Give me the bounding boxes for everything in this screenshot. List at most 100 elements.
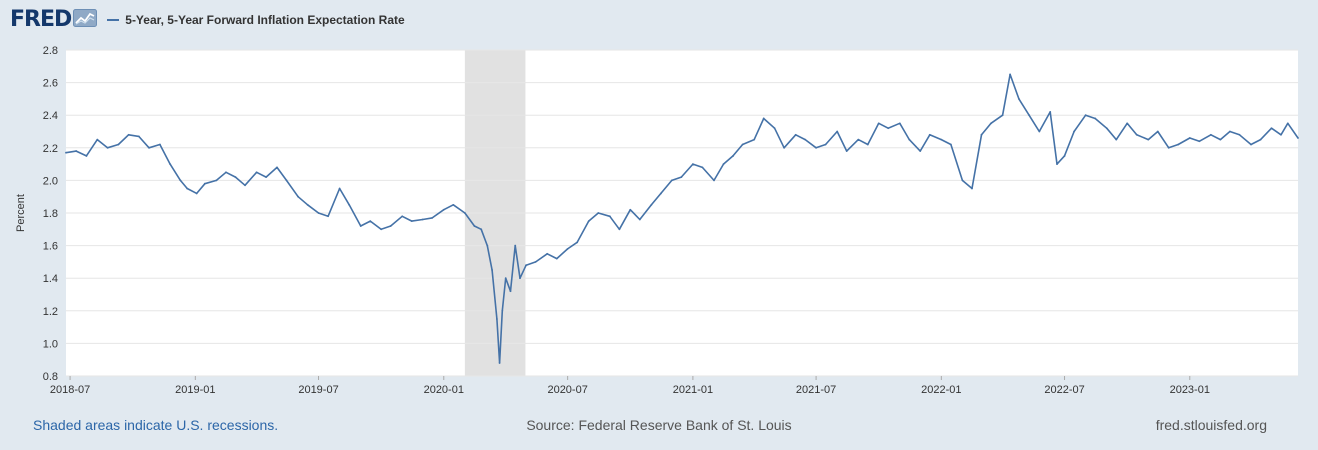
data-point	[866, 143, 869, 146]
data-point	[566, 247, 569, 250]
data-point	[1018, 98, 1020, 100]
data-point	[431, 216, 434, 219]
data-point	[1009, 73, 1011, 76]
data-point	[741, 143, 744, 146]
data-point	[1038, 130, 1041, 133]
data-point	[949, 143, 952, 146]
data-point	[452, 203, 455, 206]
data-point	[225, 171, 227, 174]
data-point	[480, 228, 483, 231]
data-point	[928, 133, 931, 136]
legend-label: 5-Year, 5-Year Forward Inflation Expecta…	[125, 13, 405, 27]
data-point	[106, 146, 109, 149]
data-point	[961, 179, 964, 182]
data-point	[65, 151, 67, 154]
data-point	[75, 150, 78, 152]
chart-legend[interactable]: 5-Year, 5-Year Forward Inflation Expecta…	[107, 13, 405, 27]
data-point	[327, 215, 329, 218]
y-tick-label: 2.6	[43, 78, 58, 90]
data-point	[762, 117, 765, 120]
data-point	[638, 218, 641, 221]
data-point	[369, 220, 372, 223]
data-point	[877, 122, 880, 125]
y-tick-label: 2.8	[43, 45, 58, 57]
data-point	[137, 135, 140, 138]
y-tick-label: 0.8	[43, 371, 58, 383]
data-point	[1198, 140, 1201, 143]
data-point	[887, 127, 890, 130]
y-tick-label: 2.2	[43, 143, 58, 155]
data-point	[159, 143, 161, 146]
data-point	[1063, 155, 1066, 157]
data-point	[1094, 117, 1097, 120]
data-point	[348, 203, 351, 206]
data-point	[1229, 130, 1231, 133]
x-tick-label: 2019-07	[298, 384, 338, 396]
x-tick-label: 2021-07	[796, 384, 836, 396]
legend-swatch	[107, 19, 120, 21]
x-tick-label: 2020-07	[547, 384, 587, 396]
data-point	[713, 179, 715, 182]
fred-chart-icon	[73, 8, 98, 32]
data-point	[186, 187, 189, 190]
data-point	[297, 195, 300, 198]
data-point	[608, 215, 611, 218]
data-point	[587, 220, 590, 223]
data-point	[1126, 122, 1129, 125]
y-tick-label: 1.2	[43, 306, 58, 318]
y-tick-label: 1.8	[43, 208, 58, 220]
data-point	[1209, 133, 1212, 136]
x-axis: 2018-07 2019-01 2019-07 2020-01 2020-07 2021-…	[50, 376, 1210, 396]
data-point	[215, 179, 218, 182]
data-point	[117, 143, 120, 146]
x-tick-label: 2023-01	[1170, 384, 1210, 396]
data-point	[659, 192, 662, 195]
data-point	[940, 138, 943, 141]
data-point	[753, 138, 756, 141]
data-point	[442, 208, 445, 211]
data-point	[701, 166, 704, 169]
data-point	[421, 218, 424, 221]
fred-logo[interactable]: FRED	[10, 8, 98, 32]
data-point	[732, 155, 734, 157]
data-point	[359, 225, 362, 227]
data-point	[317, 212, 320, 214]
data-point	[244, 184, 246, 187]
data-point	[1001, 114, 1004, 117]
y-axis-title: Percent	[15, 194, 27, 232]
data-point	[1056, 163, 1058, 166]
data-point	[971, 187, 973, 190]
data-point	[1219, 138, 1222, 141]
data-point	[255, 171, 258, 174]
y-tick-label: 2.0	[43, 175, 58, 187]
data-point	[534, 261, 537, 263]
data-point	[824, 143, 827, 146]
chart-header: FRED 5-Year, 5-Year Forward Inflation Ex…	[10, 6, 405, 34]
data-point	[691, 163, 694, 166]
data-point	[919, 150, 922, 152]
data-point	[486, 244, 489, 247]
data-point	[618, 228, 621, 231]
data-point	[1188, 137, 1191, 139]
data-point	[498, 362, 501, 364]
x-tick-label: 2019-01	[175, 384, 215, 396]
data-point	[525, 264, 528, 267]
data-point	[555, 257, 558, 260]
data-point	[1028, 114, 1031, 117]
data-point	[179, 179, 182, 182]
data-point	[1250, 143, 1252, 146]
data-point	[1105, 127, 1108, 130]
data-point	[908, 138, 911, 141]
data-point	[783, 146, 785, 149]
site-link[interactable]: fred.stlouisfed.org	[1155, 417, 1267, 433]
y-axis: 0.8 1.0 1.2 1.4 1.6 1.8 2.0 2.2 2.4 2.6 2.8	[43, 45, 58, 383]
gridlines	[66, 49, 1298, 377]
data-point	[815, 146, 817, 149]
y-tick-label: 2.4	[43, 110, 58, 122]
data-point	[509, 290, 512, 293]
data-point	[1135, 133, 1138, 136]
data-point	[495, 318, 498, 320]
data-point	[401, 215, 404, 218]
recession-note-link[interactable]: Shaded areas indicate U.S. recessions.	[33, 417, 279, 433]
data-point	[195, 192, 198, 195]
